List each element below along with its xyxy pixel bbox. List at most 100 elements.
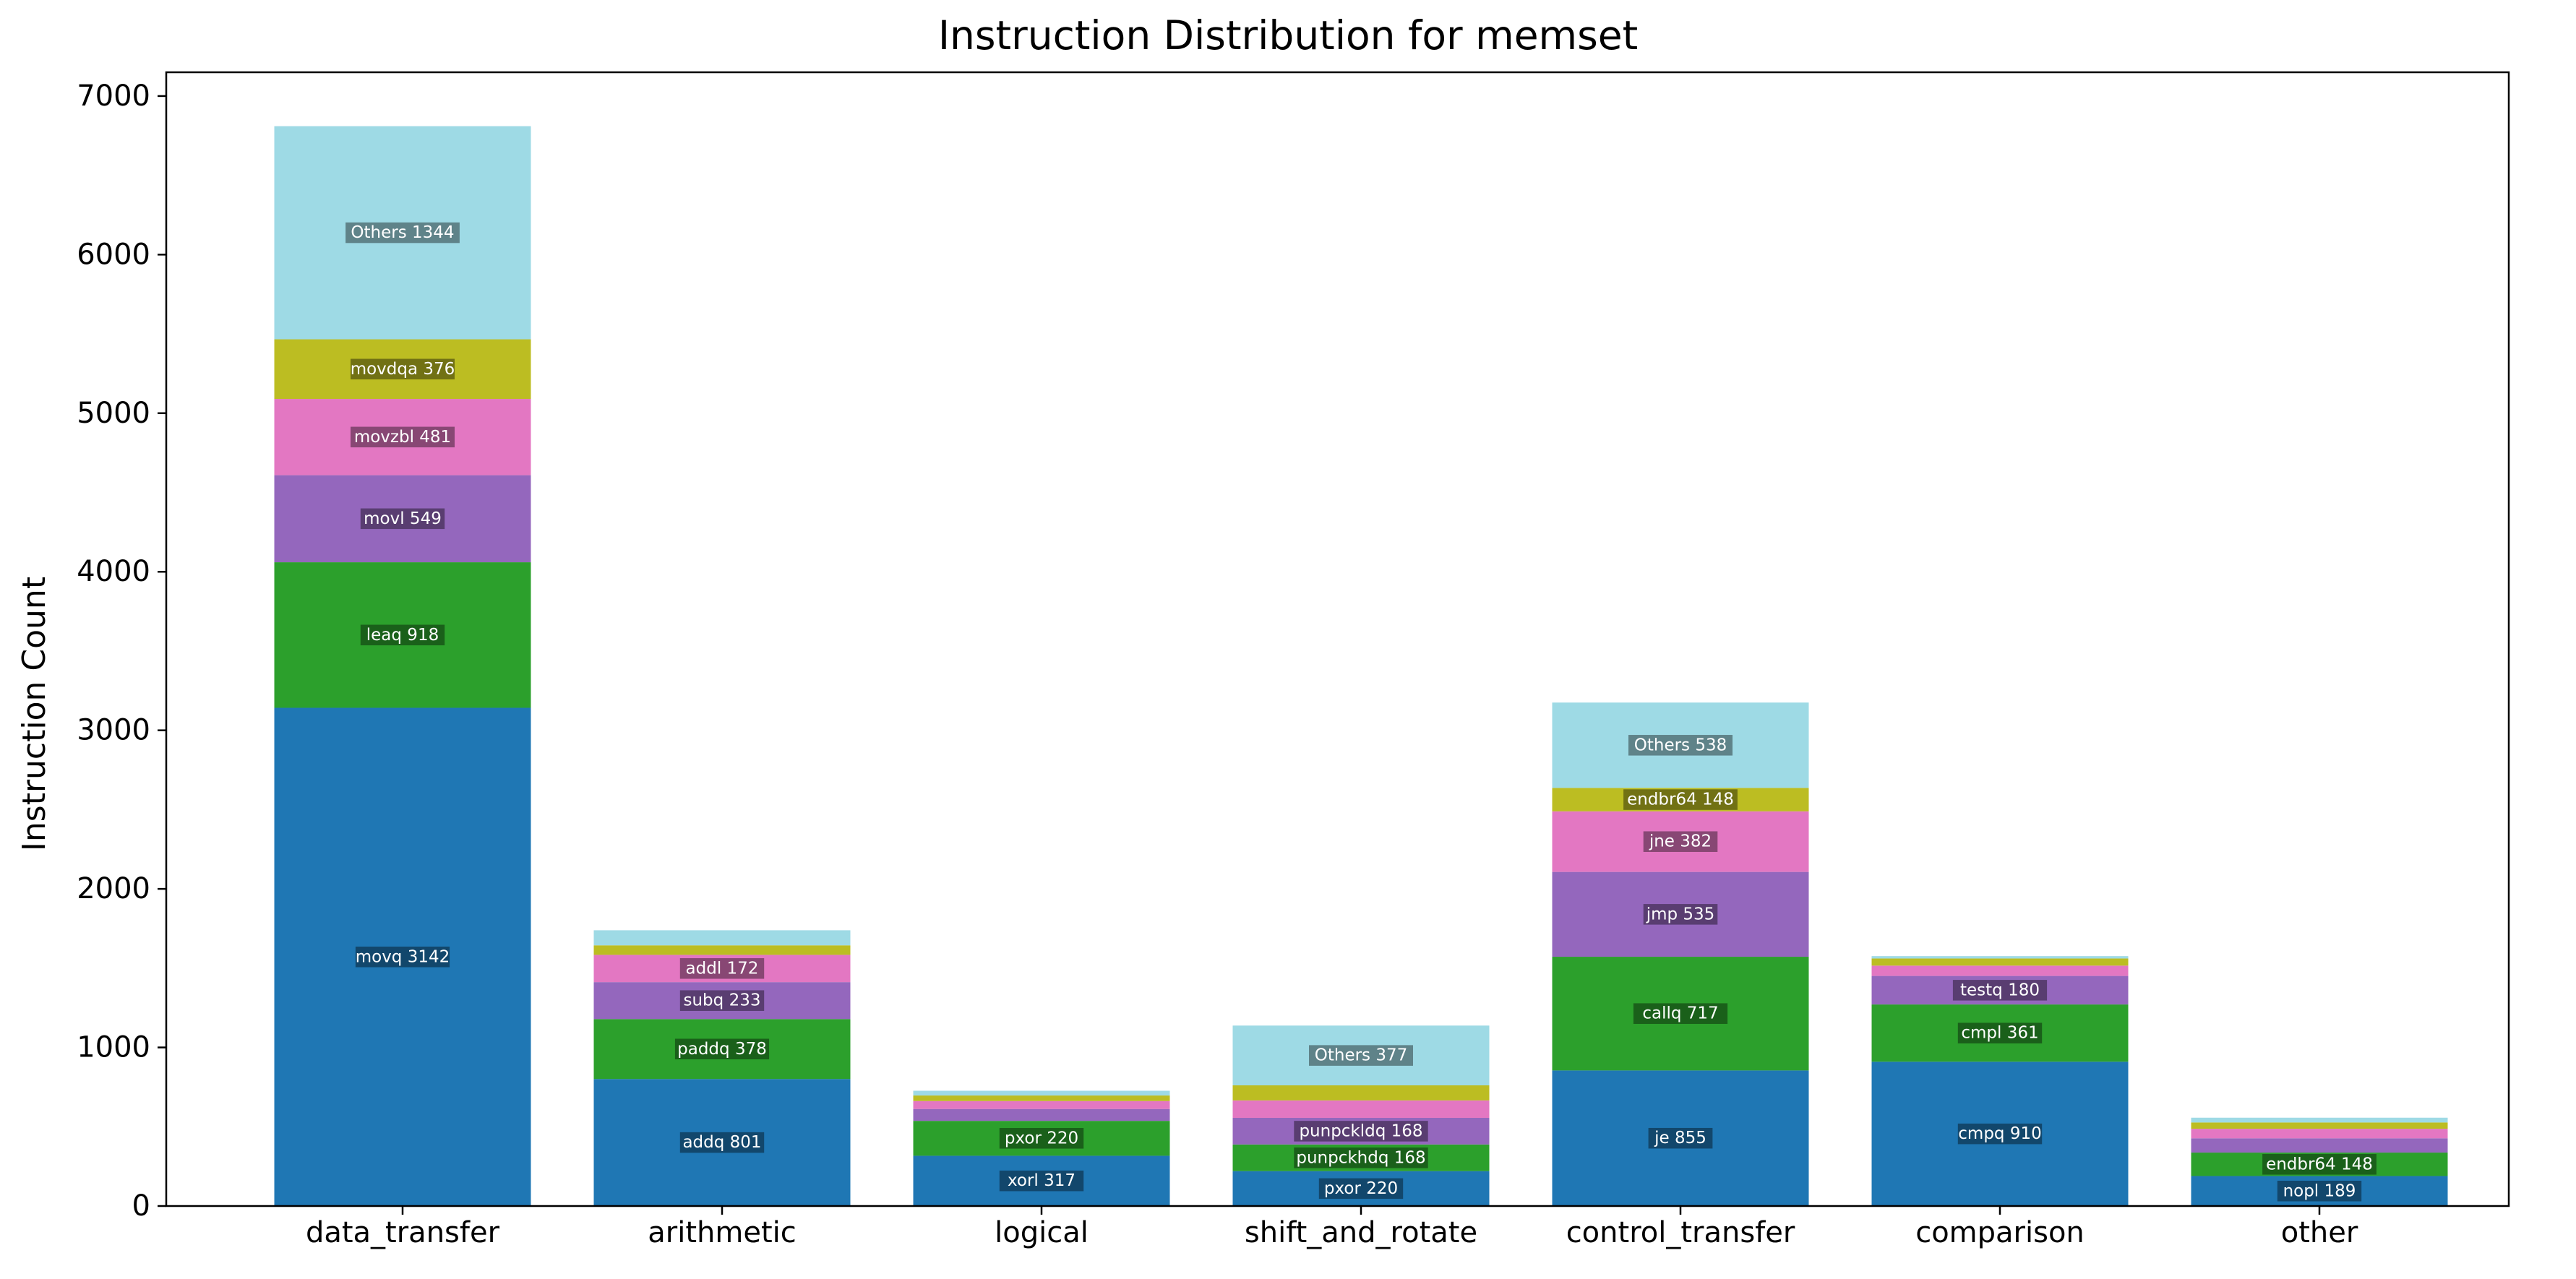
segment-label: pxor 220: [1324, 1179, 1398, 1198]
bar-segment: [1871, 956, 2129, 959]
x-tick-label: logical: [995, 1216, 1089, 1249]
bar-segment: [274, 339, 531, 400]
segment-label-bg: [351, 426, 455, 448]
bar-segment: [274, 562, 531, 708]
segment-label: subq 233: [684, 991, 761, 1010]
bar-segment: [274, 399, 531, 475]
segment-label: movdqa 376: [351, 360, 455, 379]
bar-segment: [593, 930, 851, 946]
bar-segment: [1552, 788, 1809, 811]
x-tick-label: comparison: [1915, 1216, 2085, 1249]
y-tick-label: 7000: [77, 79, 150, 113]
segment-label-bg: [679, 958, 765, 979]
segment-label-bg: [2262, 1154, 2377, 1175]
segment-label-bg: [360, 624, 445, 646]
bar-segment: [274, 126, 531, 340]
bar-stack-other: nopl 189 endbr64 148: [2191, 1117, 2448, 1206]
y-tick-label: 6000: [77, 238, 150, 271]
bar-segment: [1871, 1061, 2129, 1206]
bar-stack-logical: xorl 317 pxor 220: [913, 1090, 1170, 1206]
y-tick-label: 3000: [77, 714, 150, 747]
y-tick-label: 5000: [77, 397, 150, 430]
bar-stack-control_transfer: je 855 callq 717 jmp 535 jne 382 endbr64 148…: [1552, 702, 1809, 1206]
bar-stack-shift_and_rotate: pxor 220 punpckhdq 168 punpckldq 168 Others…: [1232, 1025, 1490, 1206]
segment-label-bg: [1643, 831, 1718, 852]
y-tick-label: 1000: [77, 1031, 150, 1064]
segment-label-bg: [1957, 1123, 2043, 1145]
segment-label-bg: [2277, 1181, 2362, 1202]
segment-label: pxor 220: [1005, 1129, 1078, 1147]
segment-label: xorl 317: [1008, 1171, 1076, 1190]
segment-label-bg: [1633, 1003, 1728, 1024]
x-axis: data_transfer arithmetic logical shift_and_…: [306, 1206, 2358, 1249]
segment-label-bg: [1294, 1121, 1428, 1142]
segment-label-bg: [999, 1170, 1084, 1192]
x-tick-label: arithmetic: [648, 1216, 796, 1249]
segment-label: cmpl 361: [1961, 1024, 2038, 1043]
bar-segment: [1232, 1117, 1490, 1145]
segment-label: endbr64 148: [1627, 791, 1734, 809]
segment-label: endbr64 148: [2266, 1155, 2373, 1174]
x-tick-label: other: [2281, 1216, 2358, 1249]
bar-segment: [1871, 958, 2129, 966]
bar-segment: [593, 955, 851, 983]
bar-segment: [593, 1079, 851, 1206]
bar-segment: [1552, 1070, 1809, 1206]
segment-label: punpckhdq 168: [1296, 1148, 1425, 1167]
segment-label-bg: [1952, 980, 2048, 1001]
bar-segment: [2191, 1138, 2448, 1153]
segment-label-bg: [679, 1132, 765, 1153]
x-tick-label: shift_and_rotate: [1245, 1216, 1477, 1249]
bar-segment: [274, 707, 531, 1206]
bar-segment: [2191, 1122, 2448, 1129]
segment-label-bg: [1628, 735, 1733, 756]
bar-segment: [913, 1090, 1170, 1096]
bar-segment: [2191, 1176, 2448, 1206]
chart-title: Instruction Distribution for memset: [938, 12, 1638, 59]
bar-stack-comparison: cmpq 910 cmpl 361 testq 180: [1871, 956, 2129, 1206]
y-axis: 0 1000 2000 3000 4000 5000 6000 7000: [77, 79, 166, 1223]
segment-label-bg: [999, 1128, 1084, 1149]
bar-segment: [2191, 1129, 2448, 1139]
y-axis-label: Instruction Count: [16, 577, 53, 851]
y-tick-label: 2000: [77, 872, 150, 905]
bar-segment: [1232, 1085, 1490, 1101]
bar-segment: [1552, 702, 1809, 788]
bar-segment: [1871, 965, 2129, 976]
bar-stack-arithmetic: addq 801 paddq 378 subq 233 addl 172: [593, 930, 851, 1206]
segment-label: jne 382: [1649, 832, 1712, 851]
segment-label: addl 172: [686, 959, 759, 978]
segment-label: je 855: [1654, 1129, 1706, 1147]
segment-label: jmp 535: [1646, 905, 1715, 923]
bar-segment: [1232, 1171, 1490, 1206]
bar-stack-data_transfer: movq 3142 leaq 918 movl 549 movzbl 481 movdq…: [274, 126, 531, 1206]
segment-label: callq 717: [1642, 1004, 1718, 1023]
segment-label-bg: [674, 1038, 770, 1060]
bar-segment: [593, 1019, 851, 1080]
bar-segment: [1232, 1025, 1490, 1086]
bar-segment: [593, 945, 851, 955]
bar-segment: [913, 1108, 1170, 1121]
segment-label-bg: [1318, 1178, 1404, 1200]
bar-segment: [1232, 1100, 1490, 1118]
segment-label: Others 377: [1315, 1046, 1408, 1065]
x-tick-label: data_transfer: [306, 1216, 500, 1249]
segment-label: movl 549: [364, 509, 442, 528]
segment-label: paddq 378: [677, 1040, 767, 1059]
segment-label: movq 3142: [356, 947, 450, 966]
bar-segment: [1871, 976, 2129, 1005]
bar-segment: [1552, 811, 1809, 872]
segment-label-bg: [351, 358, 455, 380]
segment-label: addq 801: [682, 1133, 761, 1152]
segment-label-bg: [1957, 1022, 2043, 1043]
segment-label-bg: [1643, 904, 1718, 925]
segment-label-bg: [360, 508, 445, 530]
bar-segment: [593, 982, 851, 1020]
segment-label-bg: [1623, 789, 1738, 810]
segment-label: nopl 189: [2283, 1181, 2356, 1200]
plot-area: movq 3142 leaq 918 movl 549 movzbl 481 movdq…: [274, 126, 2448, 1206]
bar-segment: [913, 1095, 1170, 1101]
segment-label-bg: [355, 946, 450, 968]
bar-segment: [274, 475, 531, 563]
